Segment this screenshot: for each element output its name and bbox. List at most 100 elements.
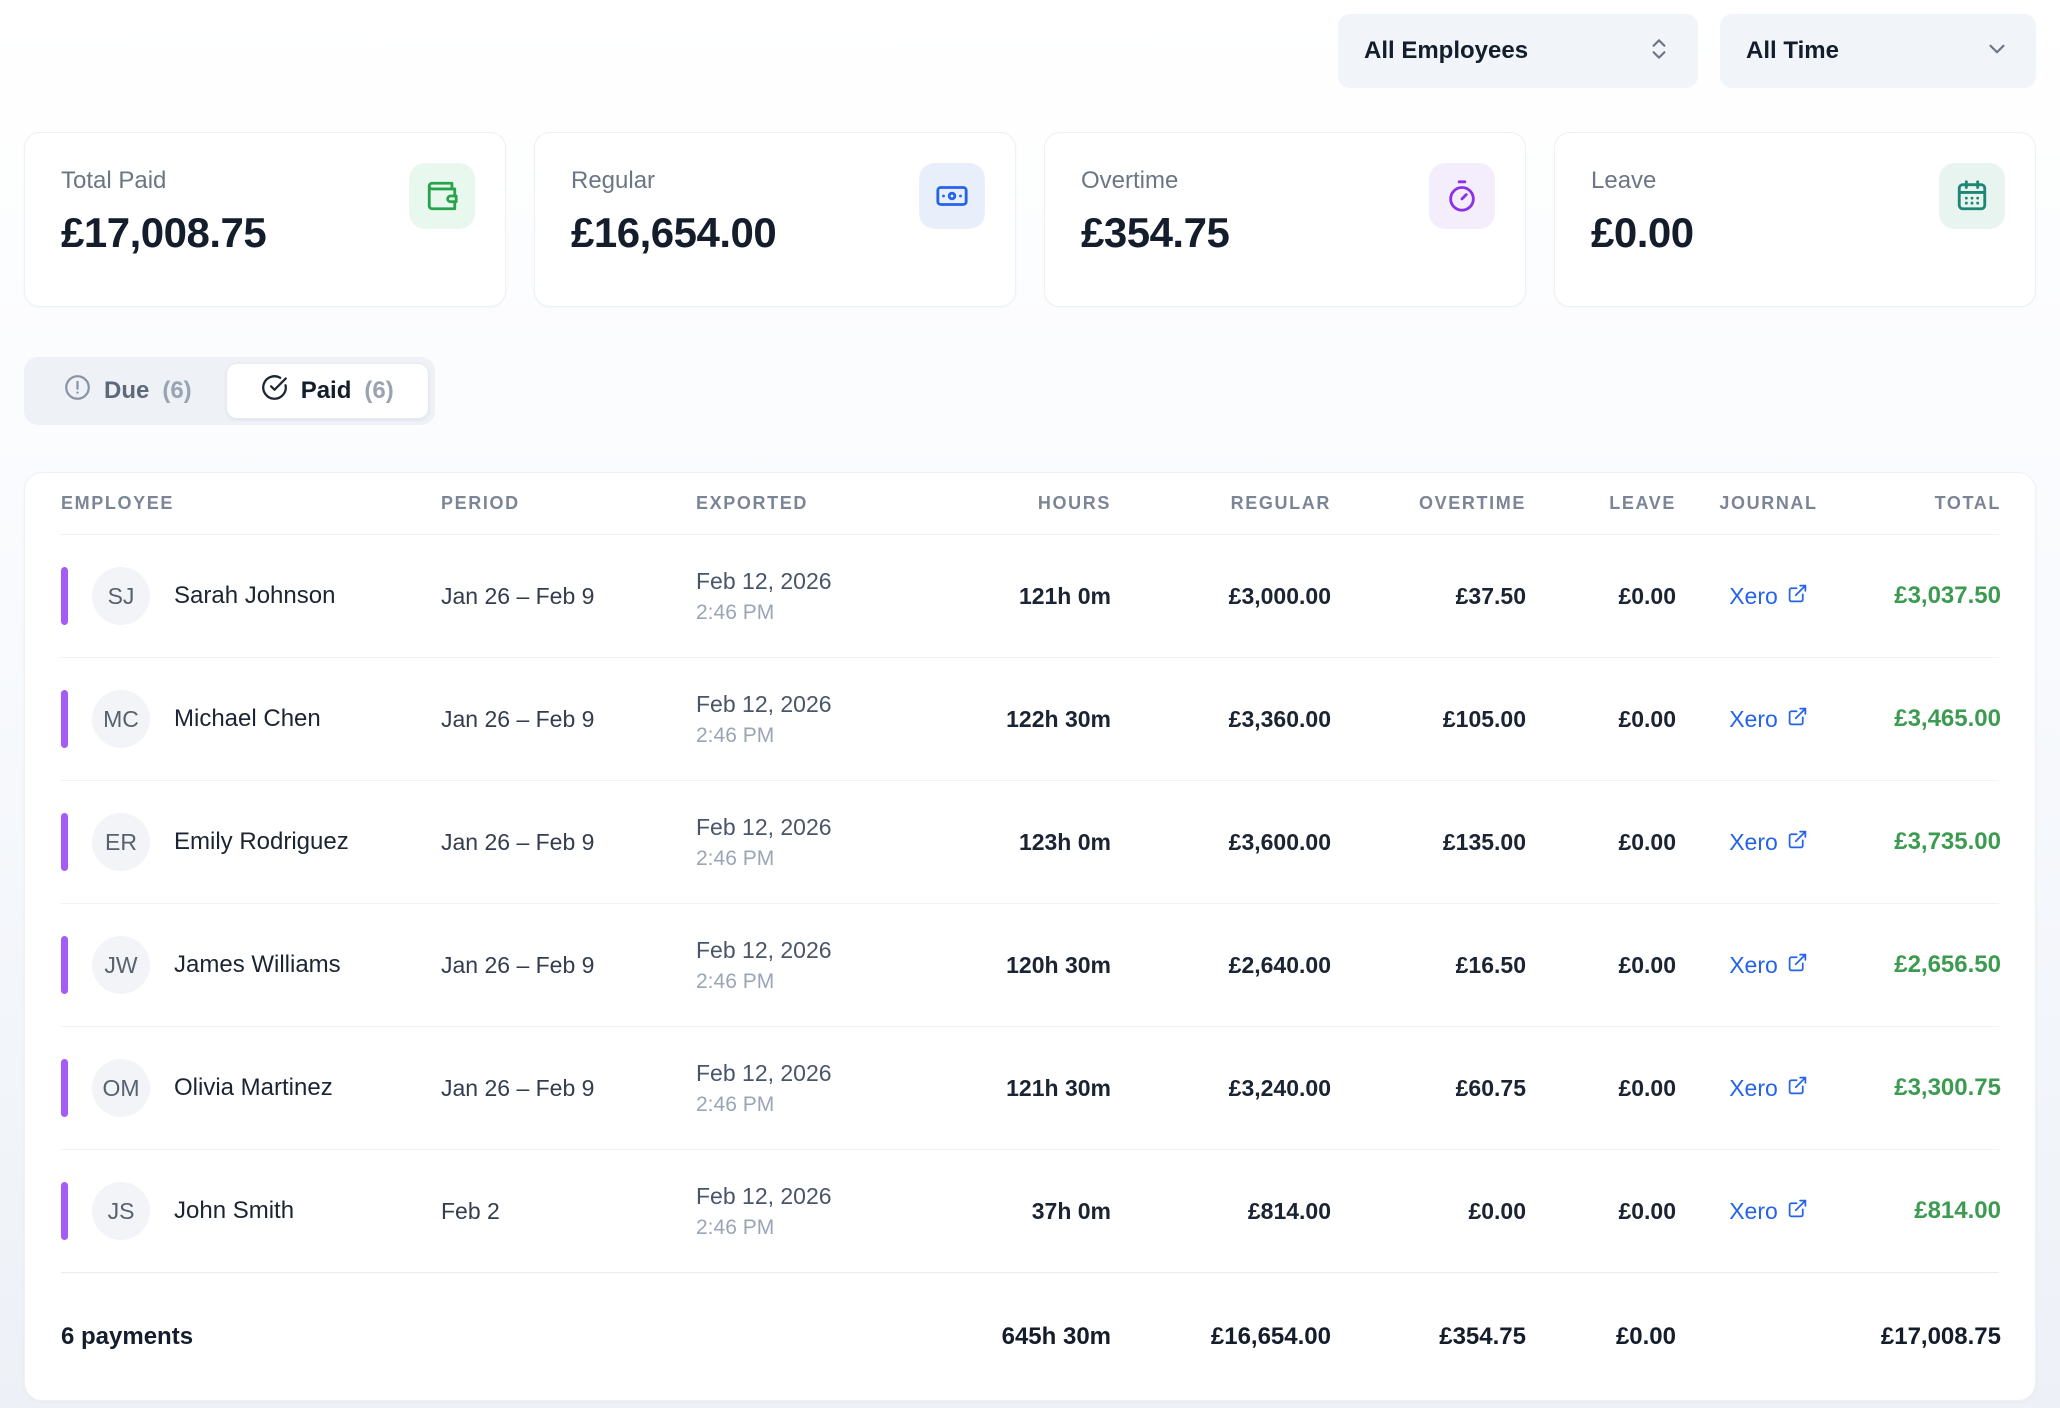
regular-value: £16,654.00 [571, 209, 777, 256]
col-employee: Employee [61, 493, 174, 513]
table-footer-row: 6 payments 645h 30m £16,654.00 £354.75 £… [61, 1273, 2001, 1400]
hours-value: 120h 30m [1006, 951, 1111, 978]
external-link-icon [1787, 829, 1808, 856]
exported-time: 2:46 PM [696, 846, 775, 870]
col-journal: Journal [1719, 493, 1818, 513]
journal-link-label: Xero [1729, 828, 1778, 855]
hours-value: 121h 0m [1018, 582, 1111, 609]
exported-time: 2:46 PM [696, 600, 775, 624]
total-value: £2,656.50 [1894, 951, 2001, 978]
leave-value: £0.00 [1618, 1074, 1676, 1101]
regular-value: £2,640.00 [1228, 951, 1331, 978]
employee-cell: JS John Smith [61, 1182, 441, 1240]
footer-hours: 645h 30m [1001, 1322, 1111, 1350]
exported-cell: Feb 12, 2026 2:46 PM [696, 568, 931, 625]
stopwatch-icon [1429, 163, 1495, 229]
employee-name: James Williams [174, 951, 341, 978]
xero-journal-link[interactable]: Xero [1729, 1075, 1808, 1102]
exported-time: 2:46 PM [696, 723, 775, 747]
xero-journal-link[interactable]: Xero [1729, 583, 1808, 610]
avatar: OM [92, 1059, 150, 1117]
table-row[interactable]: OM Olivia Martinez Jan 26 – Feb 9 Feb 12… [61, 1027, 2001, 1150]
exported-cell: Feb 12, 2026 2:46 PM [696, 1183, 931, 1240]
payments-table: Employee Period Exported Hours Regular O… [24, 472, 2036, 1401]
col-period: Period [441, 493, 520, 513]
total-value: £814.00 [1914, 1197, 2001, 1224]
journal-cell: Xero [1676, 829, 1861, 856]
tab-paid[interactable]: Paid (6) [225, 363, 429, 419]
employee-cell: OM Olivia Martinez [61, 1059, 441, 1117]
footer-total: £17,008.75 [1880, 1322, 2001, 1350]
banknote-icon [919, 163, 985, 229]
leave-value: £0.00 [1591, 209, 1694, 256]
table-row[interactable]: SJ Sarah Johnson Jan 26 – Feb 9 Feb 12, … [61, 535, 2001, 658]
employee-filter-dropdown[interactable]: All Employees [1338, 14, 1698, 88]
total-paid-value: £17,008.75 [61, 209, 267, 256]
check-circle-icon [261, 374, 288, 408]
journal-link-label: Xero [1729, 705, 1778, 732]
table-row[interactable]: MC Michael Chen Jan 26 – Feb 9 Feb 12, 2… [61, 658, 2001, 781]
total-value: £3,300.75 [1894, 1074, 2001, 1101]
external-link-icon [1787, 1198, 1808, 1225]
tab-due-label: Due [104, 377, 150, 404]
period-value: Jan 26 – Feb 9 [441, 582, 595, 609]
external-link-icon [1787, 706, 1808, 733]
alert-circle-icon [64, 374, 91, 408]
table-row[interactable]: JW James Williams Jan 26 – Feb 9 Feb 12,… [61, 904, 2001, 1027]
exported-date: Feb 12, 2026 [696, 1059, 832, 1086]
xero-journal-link[interactable]: Xero [1729, 952, 1808, 979]
period-value: Jan 26 – Feb 9 [441, 828, 595, 855]
time-filter-dropdown[interactable]: All Time [1720, 14, 2036, 88]
employee-name: Emily Rodriguez [174, 828, 349, 855]
chevrons-up-down-icon [1646, 36, 1672, 67]
avatar: ER [92, 813, 150, 871]
overtime-card: Overtime £354.75 [1044, 132, 1526, 307]
regular-value: £3,600.00 [1228, 828, 1331, 855]
xero-journal-link[interactable]: Xero [1729, 706, 1808, 733]
external-link-icon [1787, 1075, 1808, 1102]
hours-value: 37h 0m [1031, 1197, 1111, 1224]
avatar: SJ [92, 567, 150, 625]
employee-filter-label: All Employees [1364, 37, 1529, 64]
table-row[interactable]: ER Emily Rodriguez Jan 26 – Feb 9 Feb 12… [61, 781, 2001, 904]
footer-leave: £0.00 [1615, 1322, 1676, 1350]
external-link-icon [1787, 952, 1808, 979]
overtime-value: £135.00 [1442, 828, 1526, 855]
leave-value: £0.00 [1618, 1197, 1676, 1224]
total-value: £3,037.50 [1894, 582, 2001, 609]
table-row[interactable]: JS John Smith Feb 2 Feb 12, 2026 2:46 PM… [61, 1150, 2001, 1273]
leave-value: £0.00 [1618, 951, 1676, 978]
external-link-icon [1787, 583, 1808, 610]
tab-paid-label: Paid [300, 377, 352, 404]
journal-link-label: Xero [1729, 582, 1778, 609]
period-value: Jan 26 – Feb 9 [441, 705, 595, 732]
journal-cell: Xero [1676, 706, 1861, 733]
employee-cell: JW James Williams [61, 936, 441, 994]
regular-value: £3,240.00 [1228, 1074, 1331, 1101]
overtime-value: £0.00 [1468, 1197, 1526, 1224]
total-paid-label: Total Paid [61, 167, 167, 194]
exported-time: 2:46 PM [696, 1092, 775, 1116]
exported-date: Feb 12, 2026 [696, 690, 832, 717]
employee-name: John Smith [174, 1197, 295, 1224]
journal-cell: Xero [1676, 1198, 1861, 1225]
row-accent-bar [61, 690, 68, 748]
overtime-value: £16.50 [1455, 951, 1526, 978]
journal-cell: Xero [1676, 952, 1861, 979]
tab-due[interactable]: Due (6) [30, 363, 226, 419]
regular-label: Regular [571, 167, 656, 194]
exported-date: Feb 12, 2026 [696, 567, 832, 594]
row-accent-bar [61, 936, 68, 994]
xero-journal-link[interactable]: Xero [1729, 1198, 1808, 1225]
row-accent-bar [61, 1182, 68, 1240]
footer-regular: £16,654.00 [1210, 1322, 1331, 1350]
xero-journal-link[interactable]: Xero [1729, 829, 1808, 856]
regular-card: Regular £16,654.00 [534, 132, 1016, 307]
leave-value: £0.00 [1618, 582, 1676, 609]
row-accent-bar [61, 1059, 68, 1117]
journal-link-label: Xero [1729, 1197, 1778, 1224]
col-exported: Exported [696, 493, 808, 513]
overtime-value: £354.75 [1081, 209, 1230, 256]
status-tabs: Due (6) Paid (6) [24, 357, 435, 425]
summary-cards: Total Paid £17,008.75 Regular £16,654.00… [24, 132, 2036, 307]
